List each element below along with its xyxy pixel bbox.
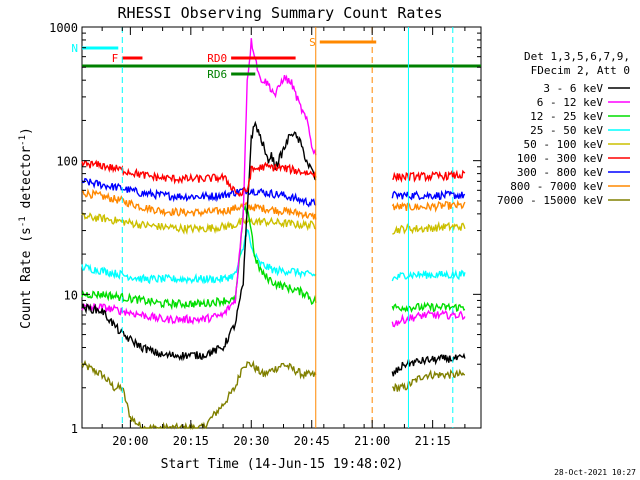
ylabel-sup1: -1 (18, 216, 28, 227)
x-tick-label: 20:45 (294, 434, 330, 448)
ylabel-part2: detector (19, 146, 34, 217)
axis-layer: 1 10 100 1000 20:00 20:15 20:30 20:45 21:00 21:15 (49, 21, 481, 448)
series-line-8-0 (81, 359, 317, 430)
y-tick-label: 100 (56, 155, 78, 169)
y-tick-label: 1000 (49, 21, 78, 35)
series-line-3-1 (391, 269, 466, 282)
series-line-1-1 (391, 308, 466, 328)
annotation-layer: N F S RD0 RD6 (71, 27, 481, 428)
series-line-7-1 (391, 199, 466, 213)
x-tick-label: 20:00 (112, 434, 148, 448)
series-line-0-1 (391, 352, 466, 377)
series-line-5-0 (81, 159, 317, 198)
series-line-8-1 (391, 368, 466, 393)
x-tick-label: 20:30 (233, 434, 269, 448)
legend-label-5: 100 - 300 keV (517, 152, 603, 165)
timestamp: 28-Oct-2021 10:27 (554, 468, 636, 477)
ylabel-part1: Count Rate (s (19, 227, 34, 329)
series-line-7-0 (81, 188, 317, 220)
annotation-label-3: RD0 (207, 52, 227, 65)
legend-label-8: 7000 - 15000 keV (497, 194, 603, 207)
series-layer (81, 38, 466, 430)
y-tick-label: 10 (64, 288, 78, 302)
x-tick-label: 20:15 (173, 434, 209, 448)
legend-label-1: 6 - 12 keV (537, 96, 604, 109)
legend-label-4: 50 - 100 keV (524, 138, 604, 151)
legend-header-0: Det 1,3,5,6,7,9, (524, 50, 630, 63)
series-line-0-0 (81, 120, 317, 362)
series-line-4-1 (392, 220, 466, 235)
x-axis-label: Start Time (14-Jun-15 19:48:02) (161, 457, 404, 472)
legend-label-0: 3 - 6 keV (543, 82, 603, 95)
series-line-2-1 (391, 301, 466, 314)
x-tick-label: 21:00 (354, 434, 390, 448)
y-axis-label: Count Rate (s-1 detector-1) (18, 127, 34, 329)
series-line-1-0 (81, 38, 317, 326)
series-line-4-0 (81, 212, 317, 235)
legend-header-1: FDecim 2, Att 0 (531, 64, 630, 77)
annotation-label-4: RD6 (207, 68, 227, 81)
annotation-label-0: N (71, 42, 78, 55)
chart-title: RHESSI Observing Summary Count Rates (117, 4, 442, 22)
series-line-3-0 (81, 228, 317, 285)
plot-frame (81, 26, 482, 429)
x-tick-label: 21:15 (415, 434, 451, 448)
series-line-2-0 (81, 204, 317, 311)
legend-label-3: 25 - 50 keV (530, 124, 603, 137)
annotation-label-1: F (112, 52, 119, 65)
annotation-label-2: S (309, 36, 316, 49)
legend-label-7: 800 - 7000 keV (510, 180, 603, 193)
series-line-6-1 (391, 189, 466, 201)
legend-label-2: 12 - 25 keV (530, 110, 603, 123)
ylabel-sup2: -1 (18, 135, 28, 146)
legend-label-6: 300 - 800 keV (517, 166, 603, 179)
legend: Det 1,3,5,6,7,9,FDecim 2, Att 0 3 - 6 keV… (497, 50, 630, 207)
series-line-5-1 (392, 169, 466, 184)
series-line-6-0 (81, 177, 317, 208)
y-tick-label: 1 (71, 422, 78, 436)
ylabel-part3: ) (19, 127, 34, 135)
